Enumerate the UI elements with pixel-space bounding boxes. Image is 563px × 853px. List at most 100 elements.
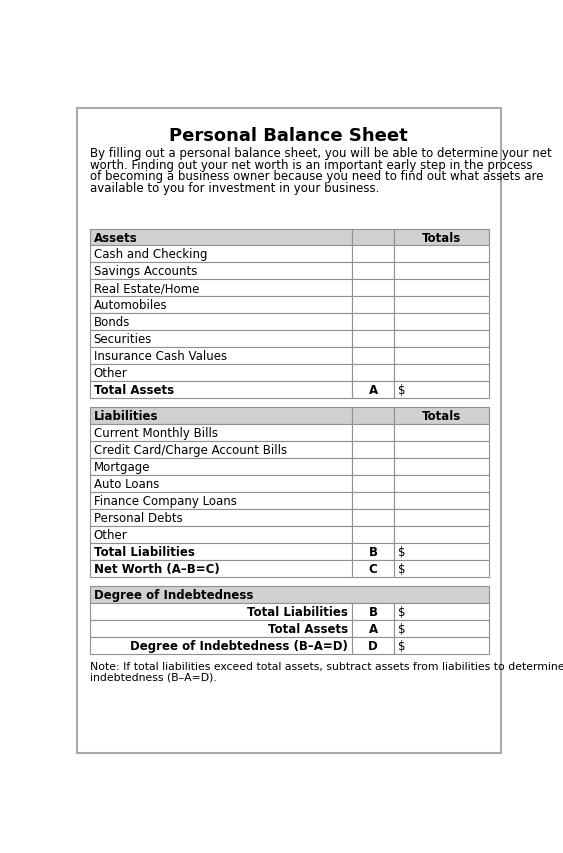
Text: worth. Finding out your net worth is an important early step in the process: worth. Finding out your net worth is an … — [90, 159, 533, 171]
Bar — [352, 229, 394, 247]
Bar — [352, 381, 394, 398]
Bar — [90, 381, 352, 398]
Text: $: $ — [398, 639, 406, 652]
Bar — [90, 560, 352, 577]
Bar — [394, 381, 489, 398]
Bar — [90, 364, 352, 381]
Text: of becoming a business owner because you need to find out what assets are: of becoming a business owner because you… — [90, 170, 543, 183]
Bar — [90, 408, 352, 425]
Bar — [90, 280, 352, 297]
Bar — [394, 263, 489, 280]
Text: Finance Company Loans: Finance Company Loans — [93, 494, 236, 508]
Text: Note: If total liabilities exceed total assets, subtract assets from liabilities: Note: If total liabilities exceed total … — [90, 661, 563, 671]
Text: Total Assets: Total Assets — [93, 384, 174, 397]
Bar — [90, 331, 352, 348]
Text: Assets: Assets — [93, 231, 137, 244]
Bar — [90, 229, 352, 247]
Text: $: $ — [398, 605, 406, 618]
Bar — [394, 297, 489, 314]
Text: Degree of Indebtedness (B–A=D): Degree of Indebtedness (B–A=D) — [130, 639, 348, 652]
Text: Auto Loans: Auto Loans — [93, 478, 159, 490]
Bar — [394, 229, 489, 247]
Text: Net Worth (A–B=C): Net Worth (A–B=C) — [93, 562, 220, 575]
Bar — [394, 348, 489, 364]
Bar — [352, 425, 394, 442]
Bar — [394, 408, 489, 425]
Bar — [352, 331, 394, 348]
Text: Totals: Totals — [422, 231, 461, 244]
Bar — [352, 475, 394, 492]
Text: D: D — [368, 639, 378, 652]
Bar — [352, 560, 394, 577]
Text: Total Liabilities: Total Liabilities — [247, 605, 348, 618]
Bar — [352, 637, 394, 653]
Text: Cash and Checking: Cash and Checking — [93, 248, 207, 261]
Text: available to you for investment in your business.: available to you for investment in your … — [90, 182, 379, 194]
Text: Personal Balance Sheet: Personal Balance Sheet — [169, 127, 408, 145]
Text: Insurance Cash Values: Insurance Cash Values — [93, 350, 227, 363]
Bar — [394, 620, 489, 637]
Text: Bonds: Bonds — [93, 316, 130, 328]
Text: A: A — [368, 384, 378, 397]
Bar — [352, 620, 394, 637]
Bar — [352, 442, 394, 458]
Bar — [394, 247, 489, 263]
Text: $: $ — [398, 622, 406, 635]
Text: Mortgage: Mortgage — [93, 461, 150, 473]
Text: Current Monthly Bills: Current Monthly Bills — [93, 426, 218, 439]
Bar — [90, 492, 352, 509]
Bar — [90, 348, 352, 364]
Bar — [352, 526, 394, 543]
Text: B: B — [369, 605, 378, 618]
Bar — [352, 458, 394, 475]
Bar — [352, 263, 394, 280]
Bar — [352, 543, 394, 560]
Bar — [90, 620, 352, 637]
Text: B: B — [369, 545, 378, 558]
Bar — [394, 442, 489, 458]
Bar — [394, 543, 489, 560]
Text: Personal Debts: Personal Debts — [93, 511, 182, 524]
Bar — [352, 364, 394, 381]
Bar — [352, 280, 394, 297]
Text: $: $ — [398, 545, 406, 558]
Text: Automobiles: Automobiles — [93, 299, 167, 312]
Bar — [394, 475, 489, 492]
Bar — [394, 314, 489, 331]
Text: $: $ — [398, 562, 406, 575]
Bar — [394, 331, 489, 348]
Bar — [394, 526, 489, 543]
Bar — [352, 509, 394, 526]
Text: Liabilities: Liabilities — [93, 409, 158, 422]
Text: Total Liabilities: Total Liabilities — [93, 545, 194, 558]
Bar — [352, 348, 394, 364]
Text: Credit Card/Charge Account Bills: Credit Card/Charge Account Bills — [93, 444, 287, 456]
Bar — [394, 637, 489, 653]
Text: Securities: Securities — [93, 333, 152, 345]
Bar — [90, 475, 352, 492]
Bar — [352, 603, 394, 620]
Text: C: C — [369, 562, 377, 575]
Text: Real Estate/Home: Real Estate/Home — [93, 282, 199, 295]
Bar — [394, 364, 489, 381]
Text: Other: Other — [93, 528, 127, 541]
Bar — [394, 425, 489, 442]
Text: Total Assets: Total Assets — [267, 622, 348, 635]
Text: indebtedness (B–A=D).: indebtedness (B–A=D). — [90, 671, 217, 682]
Bar — [90, 263, 352, 280]
Bar — [394, 560, 489, 577]
Bar — [394, 492, 489, 509]
Bar — [90, 603, 352, 620]
Bar — [90, 425, 352, 442]
Text: Totals: Totals — [422, 409, 461, 422]
Bar — [90, 314, 352, 331]
Bar — [352, 408, 394, 425]
Bar — [352, 297, 394, 314]
Bar — [394, 509, 489, 526]
Text: $: $ — [398, 384, 406, 397]
Bar — [90, 297, 352, 314]
Text: Degree of Indebtedness: Degree of Indebtedness — [93, 588, 253, 601]
Bar — [90, 526, 352, 543]
Bar — [90, 586, 489, 603]
Bar — [90, 509, 352, 526]
